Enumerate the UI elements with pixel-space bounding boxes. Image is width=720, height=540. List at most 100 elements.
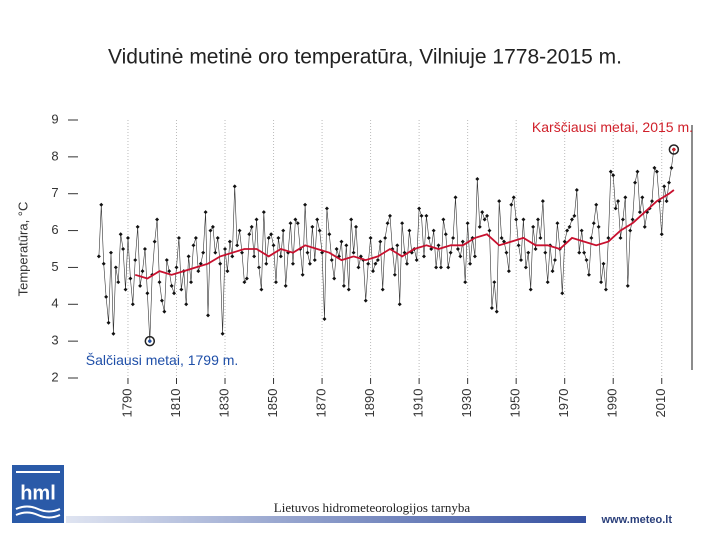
point — [300, 272, 305, 277]
point — [307, 261, 312, 266]
x-tick-label: 1970 — [556, 389, 571, 418]
point — [664, 199, 669, 204]
point — [635, 169, 640, 174]
point — [169, 283, 174, 288]
annotation: Karščiausi metai, 2015 m. — [532, 119, 693, 135]
point — [633, 180, 638, 185]
point — [431, 228, 436, 233]
point — [453, 195, 458, 200]
y-tick-label: 6 — [51, 222, 58, 237]
point — [531, 224, 536, 229]
point — [208, 228, 213, 233]
point — [322, 317, 327, 322]
point — [210, 224, 215, 229]
point — [371, 269, 375, 274]
point — [288, 221, 293, 226]
point — [125, 235, 130, 240]
point — [237, 228, 242, 233]
point — [174, 265, 179, 270]
point — [201, 250, 206, 255]
point — [441, 217, 446, 222]
point — [269, 232, 274, 237]
x-tick-label: 1790 — [119, 389, 134, 418]
point — [482, 217, 487, 222]
point — [620, 217, 625, 222]
point — [332, 276, 337, 281]
point — [240, 250, 244, 255]
point — [569, 217, 574, 222]
point — [487, 228, 492, 233]
point — [589, 235, 594, 240]
point — [317, 228, 322, 233]
point — [601, 261, 606, 266]
point — [271, 243, 276, 248]
point — [162, 309, 167, 314]
y-axis-label: Temperatūra, °C — [15, 202, 30, 297]
point — [443, 232, 448, 237]
point — [407, 228, 412, 233]
point — [354, 224, 359, 229]
point — [499, 235, 504, 240]
point — [276, 235, 281, 240]
point — [142, 247, 147, 251]
point — [480, 210, 485, 215]
point — [193, 235, 198, 240]
x-tick-label: 1930 — [459, 389, 474, 418]
point — [349, 217, 354, 222]
point — [113, 265, 118, 270]
point — [545, 280, 550, 285]
point — [451, 235, 456, 240]
point — [167, 269, 172, 274]
point — [625, 283, 630, 288]
point — [101, 261, 106, 266]
point — [232, 184, 237, 189]
point — [455, 247, 460, 251]
point — [555, 221, 560, 226]
point — [616, 199, 621, 204]
point — [424, 213, 429, 218]
highlight-dot — [148, 339, 152, 343]
logo-text: hml — [20, 482, 56, 504]
point — [106, 320, 111, 325]
point — [111, 331, 116, 336]
point — [667, 180, 671, 185]
point — [290, 261, 295, 266]
point — [366, 261, 371, 266]
point — [426, 235, 431, 240]
point — [594, 202, 599, 207]
point — [642, 224, 647, 229]
point — [553, 258, 557, 263]
point — [130, 302, 135, 307]
y-tick-label: 3 — [51, 333, 58, 348]
point — [472, 254, 477, 259]
point — [261, 210, 266, 215]
point — [215, 235, 220, 240]
point — [405, 261, 409, 266]
point — [521, 217, 526, 222]
point — [458, 254, 463, 259]
point — [514, 217, 519, 222]
point — [179, 287, 184, 292]
point — [244, 276, 249, 281]
point — [295, 221, 300, 226]
point — [599, 280, 604, 285]
point — [628, 228, 633, 233]
point — [560, 291, 565, 296]
point — [611, 173, 616, 178]
point — [266, 235, 271, 240]
point — [213, 250, 218, 255]
x-tick-label: 1950 — [508, 389, 523, 418]
point — [186, 254, 191, 259]
point — [368, 235, 373, 240]
point — [227, 239, 232, 244]
point — [118, 232, 123, 237]
point — [356, 265, 361, 270]
point — [516, 243, 521, 248]
point — [511, 195, 516, 200]
point — [395, 243, 400, 248]
point — [586, 272, 591, 277]
point — [242, 280, 247, 285]
point — [363, 298, 368, 303]
point — [254, 217, 259, 222]
